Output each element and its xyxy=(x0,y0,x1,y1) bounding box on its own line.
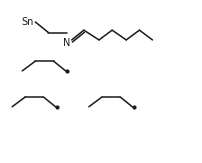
Text: Sn: Sn xyxy=(21,17,34,27)
Text: N: N xyxy=(63,38,70,48)
